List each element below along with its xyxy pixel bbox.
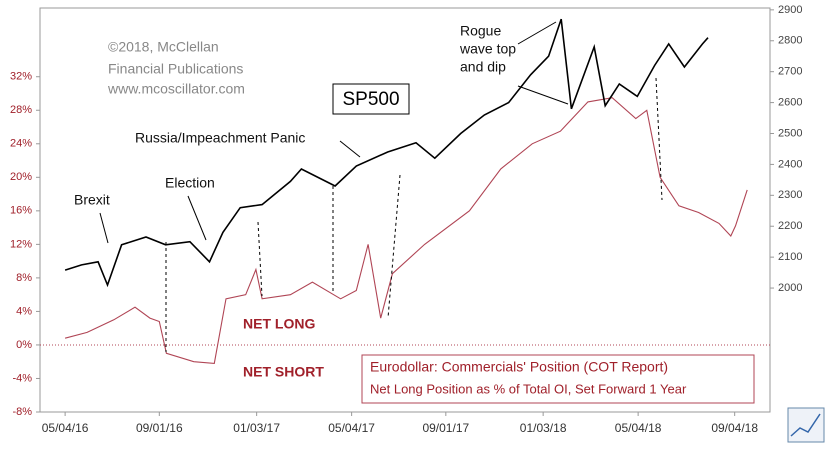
y-tick-label: 32% [10,71,32,83]
x-tick-label: 09/01/16 [136,421,183,435]
y-tick-label: 4% [16,305,32,317]
connector [387,174,401,319]
y-tick-label: 16% [10,205,32,217]
copyright: www.mcoscillator.com [107,81,245,97]
legend-label: Eurodollar: Commercials' Position (COT R… [370,359,668,375]
y2-tick-label: 2900 [778,4,802,16]
arrow [517,21,557,45]
series-line [64,97,748,364]
copyright: Financial Publications [108,61,243,77]
sp500-label-box [332,83,410,115]
connectors [165,77,663,352]
arrow [339,140,361,158]
y2-tick-label: 2100 [778,251,802,263]
annotation: wave top [459,41,516,57]
y-tick-label: -4% [12,372,32,384]
y-tick-label: 24% [10,138,32,150]
legend-box [361,354,755,404]
net-long-label: NET LONG [243,316,315,332]
x-tick-label: 05/04/16 [42,421,89,435]
y-tick-label: 12% [10,238,32,250]
y-tick-label: 8% [16,272,32,284]
annotation: and dip [460,59,506,75]
y2-tick-label: 2600 [778,96,802,108]
annotation: Brexit [74,192,110,208]
x-tick-label: 05/04/18 [615,421,662,435]
y2-tick-label: 2200 [778,220,802,232]
sp500-label: SP500 [342,89,399,110]
arrow [517,85,569,105]
x-tick-label: 09/04/18 [711,421,758,435]
arrow [187,195,207,241]
y-tick-label: 20% [10,171,32,183]
y2-tick-label: 2400 [778,158,802,170]
y-tick-label: 28% [10,104,32,116]
y-tick-label: 0% [16,339,32,351]
y2-tick-label: 2700 [778,66,802,78]
legend-subtitle: Net Long Position as % of Total OI, Set … [370,381,687,396]
x-tick-label: 05/04/17 [328,421,375,435]
y2-tick-label: 2800 [778,35,802,47]
annotation: Russia/Impeachment Panic [135,130,305,146]
plot-frame [39,7,771,413]
copyright: ©2018, McClellan [108,39,219,55]
x-tick-label: 01/03/18 [520,421,567,435]
corner-icon [787,407,825,443]
y2-tick-label: 2300 [778,189,802,201]
arrow [99,212,109,244]
y-tick-label: -8% [12,406,32,418]
annotation: Election [165,175,215,191]
connector [257,221,263,297]
connector [655,77,663,201]
annotation: Rogue [460,23,501,39]
y2-tick-label: 2500 [778,127,802,139]
net-short-label: NET SHORT [243,364,324,380]
x-tick-label: 09/01/17 [422,421,469,435]
x-tick-label: 01/03/17 [233,421,280,435]
y2-tick-label: 2000 [778,282,802,294]
series-line [64,18,709,288]
